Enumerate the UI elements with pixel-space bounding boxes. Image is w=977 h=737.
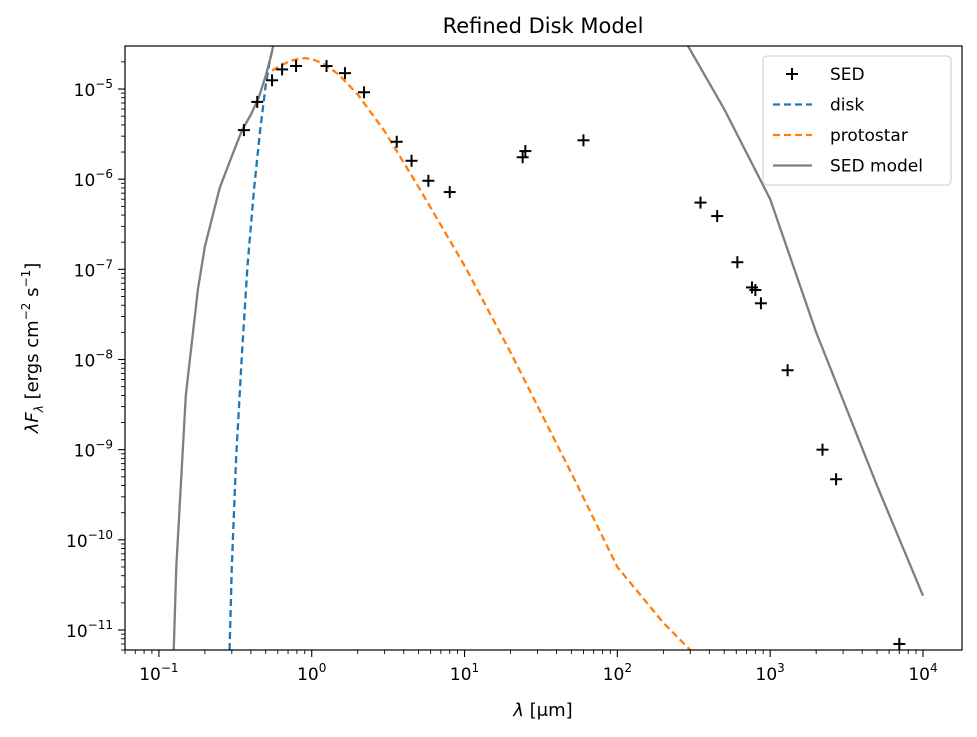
sed-point [405,154,418,167]
x-tick-label: 103 [756,661,785,685]
sed-point [338,67,351,80]
legend-label: disk [830,96,864,116]
y-axis-label: λFλ [ergs cm−2 s−1] [19,263,46,435]
y-tick-label: 10−5 [74,77,113,101]
sed-point [830,473,843,486]
series-line-disk [228,46,275,650]
legend: SED disk protostar SED model [762,55,952,186]
sed-point [781,364,794,377]
x-tick-label: 104 [908,661,937,685]
x-tick-label: 101 [450,661,479,685]
sed-point [749,284,762,297]
y-tick-label: 10−9 [74,438,113,462]
legend-label: SED [830,65,865,85]
sed-point [251,95,264,108]
sed-point [320,60,333,73]
sed-point [276,63,289,76]
sed-point [711,210,724,223]
x-tick-label: 102 [603,661,632,685]
series-line-sed-model [172,46,275,650]
sed-point [422,174,435,187]
series-layer [172,46,925,650]
y-axis: 10−11 10−10 10−9 10−8 10−7 10−6 10−5 [66,61,125,651]
chart-title: Refined Disk Model [443,14,644,38]
legend-label: protostar [830,126,908,146]
y-tick-label: 10−6 [74,167,113,191]
sed-point [516,151,529,164]
sed-point [237,124,250,137]
sed-point [358,86,371,99]
legend-label: SED model [830,157,923,177]
y-tick-label: 10−11 [66,618,113,642]
sed-point [694,196,707,209]
series-line-model-tail [687,46,925,597]
sed-point [754,297,767,310]
x-tick-label: 100 [297,661,326,685]
legend-entry-sed: SED [786,65,865,85]
x-axis: 10−1 100 101 102 103 104 [124,650,938,685]
sed-point [816,443,829,456]
sed-point [390,135,403,148]
sed-point [731,256,744,269]
sed-point [266,74,279,87]
sed-point [893,637,906,650]
y-tick-label: 10−10 [66,528,113,552]
sed-point [290,60,303,73]
legend-entry-disk: disk [773,96,864,116]
sed-point [577,134,590,147]
series-line-protostar [271,56,692,650]
sed-point [443,186,456,199]
x-axis-label: λ [μm] [512,700,572,721]
y-tick-label: 10−8 [74,348,113,372]
legend-entry-sed-model: SED model [773,157,923,177]
x-tick-label: 10−1 [139,661,178,685]
plot-frame [124,45,963,651]
y-tick-label: 10−7 [74,257,113,281]
legend-entry-protostar: protostar [773,126,908,146]
legend-box [762,55,952,186]
sed-point [519,145,532,158]
